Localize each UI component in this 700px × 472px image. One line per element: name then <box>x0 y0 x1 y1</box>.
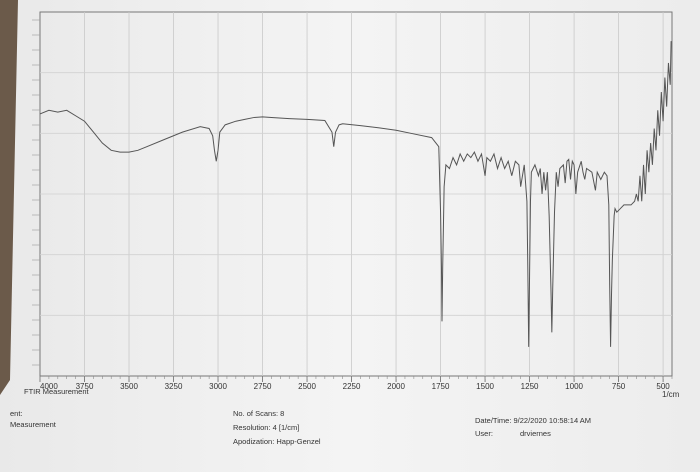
x-tick-label: 1250 <box>521 382 539 391</box>
x-axis-ticks: 4000 3750 3500 3250 3000 2750 2500 2250 2000 1750… <box>39 376 673 391</box>
scan-count: No. of Scans: 8 <box>233 409 284 418</box>
x-tick-label: 3000 <box>209 382 227 391</box>
x-tick-label: 2500 <box>298 382 316 391</box>
x-tick-label: 1750 <box>432 382 450 391</box>
left-partial-label: ent: <box>10 409 23 418</box>
x-tick-label: 3500 <box>120 382 138 391</box>
date-time: Date/Time: 9/22/2020 10:58:14 AM <box>475 416 591 425</box>
left-partial-value: Measurement <box>10 420 57 429</box>
resolution: Resolution: 4 [1/cm] <box>233 423 299 432</box>
x-tick-label: 2750 <box>254 382 272 391</box>
x-tick-label: 3250 <box>165 382 183 391</box>
user-label: User: <box>475 429 493 438</box>
x-tick-label: 1000 <box>565 382 583 391</box>
x-tick-label: 750 <box>612 382 626 391</box>
x-tick-label: 500 <box>656 382 670 391</box>
user-value: drviernes <box>520 429 551 438</box>
apodization: Apodization: Happ-Genzel <box>233 437 321 446</box>
x-tick-label: 3750 <box>76 382 94 391</box>
x-tick-label: 4000 <box>40 382 58 391</box>
x-tick-label: 1500 <box>476 382 494 391</box>
chart-grid <box>32 12 672 376</box>
ftir-measurement-label: FTIR Measurement <box>24 387 90 396</box>
x-axis-unit-label: 1/cm <box>662 390 680 399</box>
x-tick-label: 2000 <box>387 382 405 391</box>
spectrum-line <box>39 41 672 347</box>
x-tick-label: 2250 <box>343 382 361 391</box>
